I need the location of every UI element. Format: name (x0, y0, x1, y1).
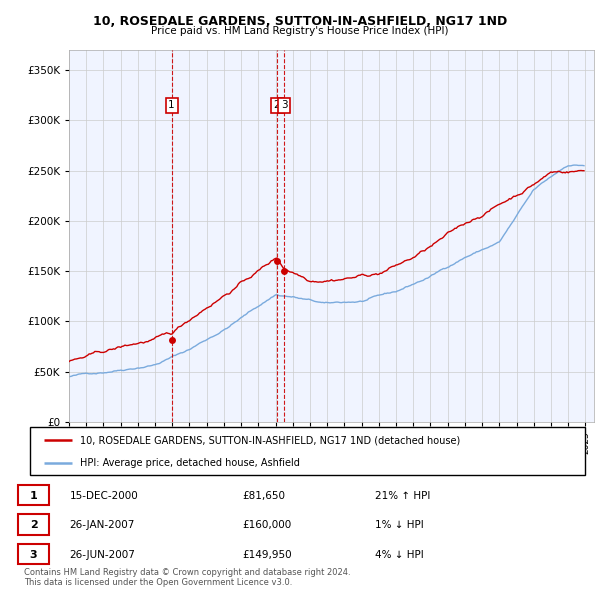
Text: 15-DEC-2000: 15-DEC-2000 (70, 491, 139, 501)
Text: £160,000: £160,000 (242, 520, 292, 530)
Text: £81,650: £81,650 (242, 491, 286, 501)
FancyBboxPatch shape (18, 514, 49, 535)
Text: 26-JAN-2007: 26-JAN-2007 (70, 520, 135, 530)
Text: HPI: Average price, detached house, Ashfield: HPI: Average price, detached house, Ashf… (80, 458, 300, 468)
Text: 1: 1 (168, 100, 175, 110)
FancyBboxPatch shape (30, 427, 585, 475)
Text: 1% ↓ HPI: 1% ↓ HPI (375, 520, 424, 530)
Text: 1: 1 (30, 491, 37, 501)
FancyBboxPatch shape (18, 544, 49, 564)
Text: £149,950: £149,950 (242, 550, 292, 560)
Text: 4% ↓ HPI: 4% ↓ HPI (375, 550, 424, 560)
Text: 10, ROSEDALE GARDENS, SUTTON-IN-ASHFIELD, NG17 1ND: 10, ROSEDALE GARDENS, SUTTON-IN-ASHFIELD… (93, 15, 507, 28)
Text: 3: 3 (281, 100, 287, 110)
Text: Contains HM Land Registry data © Crown copyright and database right 2024.
This d: Contains HM Land Registry data © Crown c… (24, 568, 350, 587)
Text: 2: 2 (30, 520, 37, 530)
Text: 26-JUN-2007: 26-JUN-2007 (70, 550, 136, 560)
Text: 2: 2 (274, 100, 280, 110)
Text: 3: 3 (30, 550, 37, 560)
Text: Price paid vs. HM Land Registry's House Price Index (HPI): Price paid vs. HM Land Registry's House … (151, 26, 449, 36)
Text: 21% ↑ HPI: 21% ↑ HPI (375, 491, 430, 501)
FancyBboxPatch shape (18, 485, 49, 505)
Text: 10, ROSEDALE GARDENS, SUTTON-IN-ASHFIELD, NG17 1ND (detached house): 10, ROSEDALE GARDENS, SUTTON-IN-ASHFIELD… (80, 435, 460, 445)
